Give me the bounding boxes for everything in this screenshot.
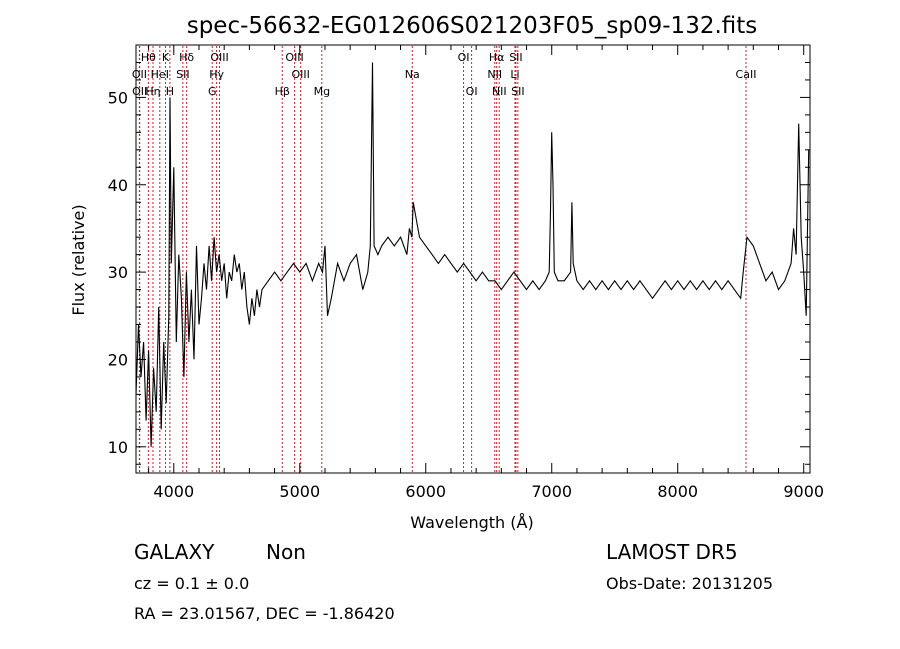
line-marker-label-14: Hβ	[275, 85, 290, 98]
y-axis-ticks: 10 20 30 40 50	[108, 44, 810, 465]
plot-frame	[135, 44, 811, 474]
emission-line-markers	[138, 46, 747, 472]
line-marker-label-20: NII	[487, 68, 502, 81]
spectrum-line	[135, 62, 810, 447]
line-marker-label-22: SII	[509, 51, 522, 64]
line-marker-label-17: OI	[458, 51, 470, 64]
object-subclass: Non	[266, 540, 306, 564]
y-tick-label: 10	[108, 438, 128, 457]
x-tick-label: 6000	[405, 482, 446, 501]
line-marker-label-7: Hδ	[179, 51, 194, 64]
x-tick-label: 7000	[531, 482, 572, 501]
line-marker-label-3: Hη	[145, 85, 160, 98]
redshift-readout: cz = 0.1 ± 0.0	[134, 574, 249, 593]
line-marker-label-6: H	[166, 85, 174, 98]
line-marker-label-5: K	[162, 51, 170, 64]
x-tick-label: 4000	[153, 482, 194, 501]
line-marker-label-12: OIII	[285, 51, 303, 64]
line-marker-label-21: NII	[492, 85, 507, 98]
line-marker-label-13: OIII	[291, 68, 309, 81]
chart-title: spec-56632-EG012606S021203F05_sp09-132.f…	[187, 13, 758, 39]
y-tick-label: 40	[108, 176, 128, 195]
y-tick-label: 50	[108, 88, 128, 107]
x-tick-label: 8000	[657, 482, 698, 501]
line-marker-label-16: Na	[405, 68, 420, 81]
line-marker-label-25: CaII	[736, 68, 757, 81]
line-marker-label-0: OII	[132, 68, 147, 81]
line-marker-label-23: Li	[510, 68, 519, 81]
y-tick-label: 30	[108, 263, 128, 282]
line-marker-label-24: SII	[511, 85, 524, 98]
line-marker-label-9: OIII	[210, 51, 228, 64]
info-panel: GALAXY Non LAMOST DR5 cz = 0.1 ± 0.0 Obs…	[134, 540, 773, 623]
line-marker-label-18: OI	[466, 85, 478, 98]
line-marker-label-4: HeI	[151, 68, 169, 81]
survey-name: LAMOST DR5	[606, 540, 738, 564]
x-tick-label: 5000	[279, 482, 320, 501]
x-axis-ticks: 4000 5000 6000 7000 8000 9000	[148, 45, 824, 501]
line-marker-label-19: Hα	[489, 51, 505, 64]
line-marker-label-11: G	[208, 85, 217, 98]
x-tick-label: 9000	[783, 482, 824, 501]
object-class: GALAXY	[134, 540, 215, 564]
coordinates-readout: RA = 23.01567, DEC = -1.86420	[134, 604, 395, 623]
line-marker-label-10: Hγ	[209, 68, 224, 81]
line-marker-label-8: SII	[176, 68, 189, 81]
x-axis-label: Wavelength (Å)	[410, 513, 533, 532]
y-axis-label: Flux (relative)	[69, 204, 88, 315]
observation-date: Obs-Date: 20131205	[606, 574, 773, 593]
line-marker-label-2: Hθ	[141, 51, 156, 64]
line-marker-label-15: Mg	[314, 85, 330, 98]
y-tick-label: 20	[108, 350, 128, 369]
